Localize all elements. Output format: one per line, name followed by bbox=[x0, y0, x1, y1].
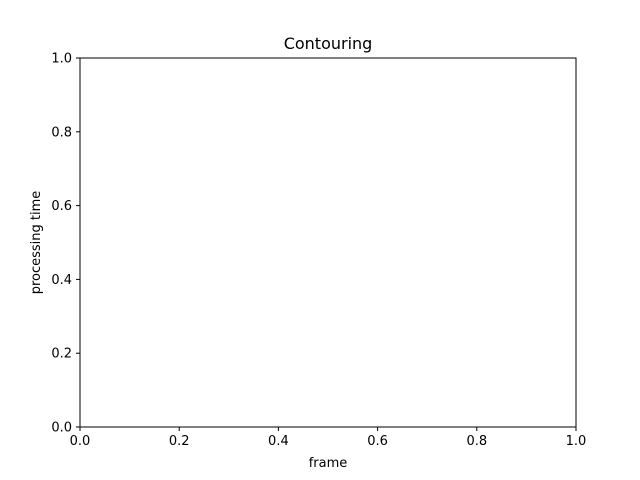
chart-title: Contouring bbox=[284, 34, 373, 53]
axes-frame bbox=[79, 57, 577, 428]
y-tick-label: 0.6 bbox=[51, 199, 72, 214]
y-tick-label: 0.8 bbox=[51, 125, 72, 140]
x-tick-label: 0.2 bbox=[169, 434, 190, 449]
plot-area bbox=[80, 58, 576, 427]
x-tick-label: 0.4 bbox=[268, 434, 289, 449]
x-tick-label: 1.0 bbox=[566, 434, 587, 449]
y-tick-label: 0.4 bbox=[51, 273, 72, 288]
x-tick-label: 0.8 bbox=[466, 434, 487, 449]
y-tick-label: 0.0 bbox=[51, 421, 72, 436]
y-tick-label: 0.2 bbox=[51, 347, 72, 362]
y-axis-label: processing time bbox=[29, 191, 44, 295]
x-tick-label: 0.6 bbox=[367, 434, 388, 449]
x-tick-label: 0.0 bbox=[70, 434, 91, 449]
y-tick-label: 1.0 bbox=[51, 52, 72, 67]
x-axis-ticks: 0.0 0.2 0.4 0.6 0.8 1.0 bbox=[70, 427, 587, 449]
x-axis-label: frame bbox=[309, 456, 348, 471]
y-axis-ticks: 0.0 0.2 0.4 0.6 0.8 1.0 bbox=[51, 52, 80, 436]
